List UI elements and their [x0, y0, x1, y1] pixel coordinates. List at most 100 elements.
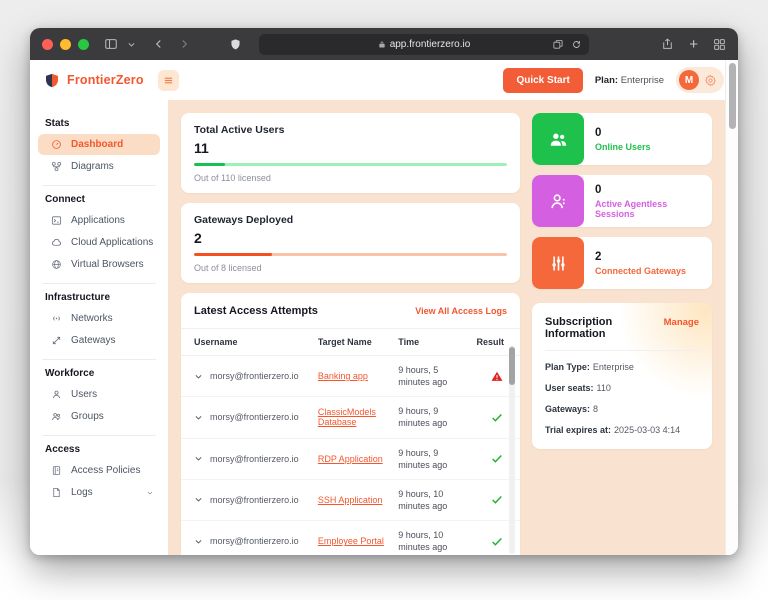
stat-label: Connected Gateways — [595, 265, 687, 276]
sidebar-section-connect: Connect — [45, 194, 85, 205]
tab-group-icon[interactable] — [552, 39, 564, 50]
sidebar-item-groups[interactable]: Groups — [38, 406, 160, 427]
settings-gear-icon[interactable] — [704, 74, 717, 87]
plan-label: Plan: — [594, 74, 619, 86]
terminal-icon — [51, 215, 62, 226]
tab-overview-icon[interactable] — [713, 38, 726, 51]
diagram-icon — [51, 161, 62, 172]
plan-type-field: Plan Type: Enterprise — [545, 362, 699, 372]
table-row[interactable]: morsy@frontierzero.io ClassicModels Data… — [181, 397, 520, 439]
url-text: app.frontierzero.io — [389, 38, 471, 50]
browser-toolbar: app.frontierzero.io + — [30, 28, 738, 60]
sidebar-item-access-policies[interactable]: Access Policies — [38, 460, 160, 481]
divider — [42, 359, 156, 360]
view-all-access-logs-link[interactable]: View All Access Logs — [415, 306, 507, 316]
table-row[interactable]: morsy@frontierzero.io SSH Application 9 … — [181, 480, 520, 522]
sidebar-section-infrastructure: Infrastructure — [45, 292, 111, 303]
manage-subscription-link[interactable]: Manage — [663, 317, 699, 328]
new-tab-icon[interactable]: + — [689, 35, 698, 53]
sidebar: Stats Dashboard Diagrams Connect Applica… — [30, 100, 168, 555]
username-text: morsy@frontierzero.io — [210, 494, 299, 505]
menu-toggle-button[interactable] — [157, 69, 179, 91]
sidebar-item-logs[interactable]: Logs — [38, 482, 160, 503]
brand-logo[interactable]: FrontierZero — [44, 72, 144, 89]
sidebar-item-networks[interactable]: Networks — [38, 308, 160, 329]
success-check-icon — [471, 493, 504, 506]
column-time: Time — [398, 337, 420, 347]
table-scrollbar-thumb[interactable] — [509, 347, 515, 385]
chevron-down-icon[interactable] — [194, 413, 203, 422]
share-icon[interactable] — [661, 37, 674, 51]
globe-icon — [51, 259, 62, 270]
sidebar-item-dashboard[interactable]: Dashboard — [38, 134, 160, 155]
metric-title: Gateways Deployed — [194, 214, 294, 226]
success-check-icon — [471, 452, 504, 465]
people-icon — [532, 113, 584, 165]
avatar[interactable]: M — [679, 70, 699, 90]
sidebar-item-gateways[interactable]: Gateways — [38, 330, 160, 351]
chevron-down-icon[interactable] — [194, 537, 203, 546]
plan-indicator: Plan: Enterprise — [595, 75, 664, 86]
app-header: FrontierZero Quick Start Plan: Enterpris… — [30, 60, 738, 100]
sidebar-item-applications[interactable]: Applications — [38, 210, 160, 231]
metric-value: 11 — [194, 140, 209, 156]
user-icon — [51, 389, 62, 400]
field-value: Enterprise — [592, 362, 634, 372]
network-signal-icon — [51, 313, 62, 324]
sidebar-item-users[interactable]: Users — [38, 384, 160, 405]
success-check-icon — [471, 411, 504, 424]
sidebar-item-label: Logs — [71, 487, 93, 498]
chevron-down-icon[interactable] — [127, 40, 136, 49]
privacy-shield-icon[interactable] — [229, 38, 242, 51]
column-username: Username — [194, 337, 238, 347]
chevron-down-icon[interactable] — [194, 454, 203, 463]
forward-button[interactable] — [178, 38, 190, 50]
sidebar-item-label: Cloud Applications — [71, 237, 154, 248]
target-link[interactable]: Employee Portal — [317, 536, 384, 547]
online-users-stat-card: 0 Online Users — [532, 113, 712, 165]
page-scrollbar[interactable] — [725, 60, 738, 555]
target-link[interactable]: Banking app — [317, 371, 368, 382]
username-text: morsy@frontierzero.io — [210, 536, 299, 547]
sidebar-item-label: Virtual Browsers — [71, 259, 144, 270]
target-link[interactable]: SSH Application — [317, 494, 383, 505]
back-button[interactable] — [153, 38, 165, 50]
username-text: morsy@frontierzero.io — [210, 453, 299, 464]
minimize-window-button[interactable] — [60, 38, 71, 50]
metric-caption: Out of 8 licensed — [194, 263, 262, 273]
reload-icon[interactable] — [571, 39, 582, 50]
sidebar-section-stats: Stats — [45, 118, 70, 129]
username-text: morsy@frontierzero.io — [210, 371, 299, 382]
table-scrollbar[interactable] — [509, 345, 515, 555]
zoom-window-button[interactable] — [78, 38, 89, 50]
field-value: 110 — [596, 383, 611, 393]
lock-icon — [378, 40, 386, 49]
sidebar-toggle-icon[interactable] — [104, 37, 118, 51]
equalizer-icon — [532, 237, 584, 289]
gateways-deployed-card: Gateways Deployed 2 Out of 8 licensed — [181, 203, 520, 283]
sidebar-item-cloud-applications[interactable]: Cloud Applications — [38, 232, 160, 253]
table-row[interactable]: morsy@frontierzero.io RDP Application 9 … — [181, 439, 520, 480]
page-scrollbar-thumb[interactable] — [729, 63, 736, 129]
sidebar-item-diagrams[interactable]: Diagrams — [38, 156, 160, 177]
quick-start-button[interactable]: Quick Start — [503, 67, 583, 93]
close-window-button[interactable] — [42, 38, 53, 50]
table-row[interactable]: morsy@frontierzero.io Employee Portal 9 … — [181, 521, 520, 555]
table-row[interactable]: morsy@frontierzero.io Banking app 9 hour… — [181, 356, 520, 398]
target-link[interactable]: RDP Application — [317, 453, 383, 464]
gauge-icon — [51, 139, 62, 150]
address-bar[interactable]: app.frontierzero.io — [259, 33, 589, 55]
metric-caption: Out of 110 licensed — [194, 173, 271, 183]
stat-label: Online Users — [595, 141, 651, 152]
total-active-users-card: Total Active Users 11 Out of 110 license… — [181, 113, 520, 193]
sidebar-item-virtual-browsers[interactable]: Virtual Browsers — [38, 254, 160, 275]
sidebar-item-label: Access Policies — [71, 465, 141, 476]
subscription-information-card: Subscription Information Manage Plan Typ… — [532, 303, 712, 449]
frontierzero-shield-logo-icon — [46, 73, 58, 87]
time-text: 9 hours, 9 minutes ago — [398, 447, 448, 470]
target-link[interactable]: ClassicModels Database — [317, 407, 376, 428]
chevron-down-icon[interactable] — [194, 495, 203, 504]
time-text: 9 hours, 9 minutes ago — [398, 406, 448, 429]
connected-gateways-stat-card: 2 Connected Gateways — [532, 237, 712, 289]
chevron-down-icon[interactable] — [194, 372, 203, 381]
